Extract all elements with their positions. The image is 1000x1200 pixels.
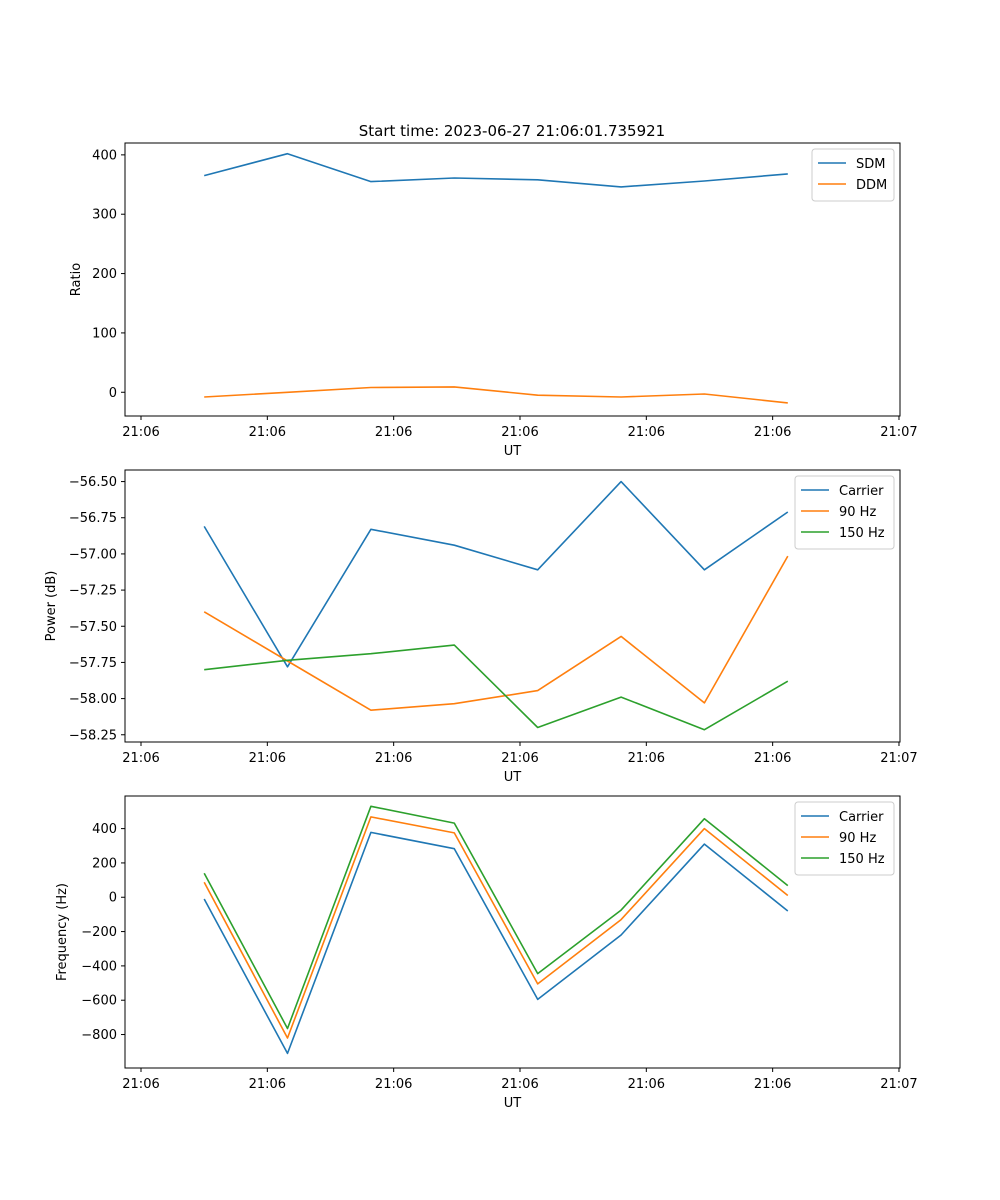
y-axis-label: Ratio (69, 263, 84, 296)
series-line-sdm (203, 152, 788, 188)
series-line-90-hz (203, 555, 789, 712)
y-tick-label: 300 (92, 208, 117, 223)
series-line-carrier (203, 480, 789, 668)
axes-frame (124, 795, 901, 1069)
y-tick-label: −56.50 (69, 475, 117, 490)
legend-label: 90 Hz (839, 505, 876, 520)
x-axis-label: UT (504, 770, 522, 785)
y-tick-label: −600 (81, 994, 117, 1009)
figure-title: Start time: 2023-06-27 21:06:01.735921 (359, 122, 665, 140)
subplot-ratio: 21:06 21:06 21:06 21:06 21:06 21:06 21:07 UT 0 10… (69, 142, 918, 459)
y-tick-label: 200 (92, 856, 117, 871)
y-tick-label: −58.25 (69, 728, 117, 743)
series-line-carrier (203, 831, 789, 1055)
series-line-90-hz (203, 816, 789, 1039)
legend-label: Carrier (839, 484, 884, 499)
legend-label: 90 Hz (839, 831, 876, 846)
x-tick-label: 21:06 (501, 1077, 538, 1092)
x-tick-label: 21:06 (122, 751, 159, 766)
axes-frame (124, 469, 901, 743)
x-tick-label: 21:06 (375, 751, 412, 766)
series-line-ddm (204, 386, 788, 404)
y-tick-label: 0 (109, 386, 117, 401)
x-tick-label: 21:06 (754, 751, 791, 766)
x-tick-label: 21:06 (501, 751, 538, 766)
x-tick-label: 21:07 (880, 1077, 917, 1092)
x-tick-label: 21:06 (122, 1077, 159, 1092)
y-tick-label: −57.50 (69, 620, 117, 635)
x-tick-label: 21:06 (628, 1077, 665, 1092)
y-tick-label: −56.75 (69, 511, 117, 526)
x-axis-label: UT (504, 444, 522, 459)
x-tick-label: 21:06 (249, 425, 286, 440)
legend-frame (794, 475, 895, 550)
legend: SDM DDM (811, 148, 895, 202)
legend: Carrier 90 Hz 150 Hz (794, 801, 895, 876)
y-tick-label: −58.00 (69, 692, 117, 707)
y-tick-label: −400 (81, 959, 117, 974)
x-tick-label: 21:07 (880, 751, 917, 766)
x-tick-label: 21:06 (249, 1077, 286, 1092)
legend-label: 150 Hz (839, 526, 885, 541)
y-tick-label: 100 (92, 326, 117, 341)
axes-frame (124, 142, 901, 417)
series-line-150-hz (204, 644, 789, 731)
x-tick-label: 21:06 (754, 1077, 791, 1092)
subplot-frequency: 21:06 21:06 21:06 21:06 21:06 21:06 21:07 UT −80… (55, 795, 918, 1111)
y-axis-label: Frequency (Hz) (55, 883, 70, 981)
x-axis-label: UT (504, 1096, 522, 1111)
legend: Carrier 90 Hz 150 Hz (794, 475, 895, 550)
y-tick-label: 400 (92, 822, 117, 837)
y-tick-label: −200 (81, 925, 117, 940)
y-tick-label: 400 (92, 148, 117, 163)
y-tick-label: −800 (81, 1028, 117, 1043)
x-tick-label: 21:06 (754, 425, 791, 440)
x-tick-label: 21:06 (628, 425, 665, 440)
x-tick-label: 21:06 (375, 425, 412, 440)
x-tick-label: 21:07 (880, 425, 917, 440)
y-axis-label: Power (dB) (44, 571, 59, 642)
x-tick-label: 21:06 (375, 1077, 412, 1092)
x-tick-label: 21:06 (249, 751, 286, 766)
y-tick-label: 200 (92, 267, 117, 282)
legend-frame (811, 148, 895, 202)
y-tick-label: −57.25 (69, 584, 117, 599)
x-tick-label: 21:06 (628, 751, 665, 766)
x-tick-label: 21:06 (501, 425, 538, 440)
series-line-150-hz (203, 805, 789, 1030)
legend-frame (794, 801, 895, 876)
legend-label: DDM (856, 178, 887, 193)
legend-label: 150 Hz (839, 852, 885, 867)
y-tick-label: −57.75 (69, 656, 117, 671)
legend-label: SDM (856, 157, 885, 172)
y-tick-label: −57.00 (69, 547, 117, 562)
y-tick-label: 0 (109, 891, 117, 906)
x-tick-label: 21:06 (122, 425, 159, 440)
subplot-power: 21:06 21:06 21:06 21:06 21:06 21:06 21:07 UT −58… (44, 469, 918, 785)
legend-label: Carrier (839, 810, 884, 825)
